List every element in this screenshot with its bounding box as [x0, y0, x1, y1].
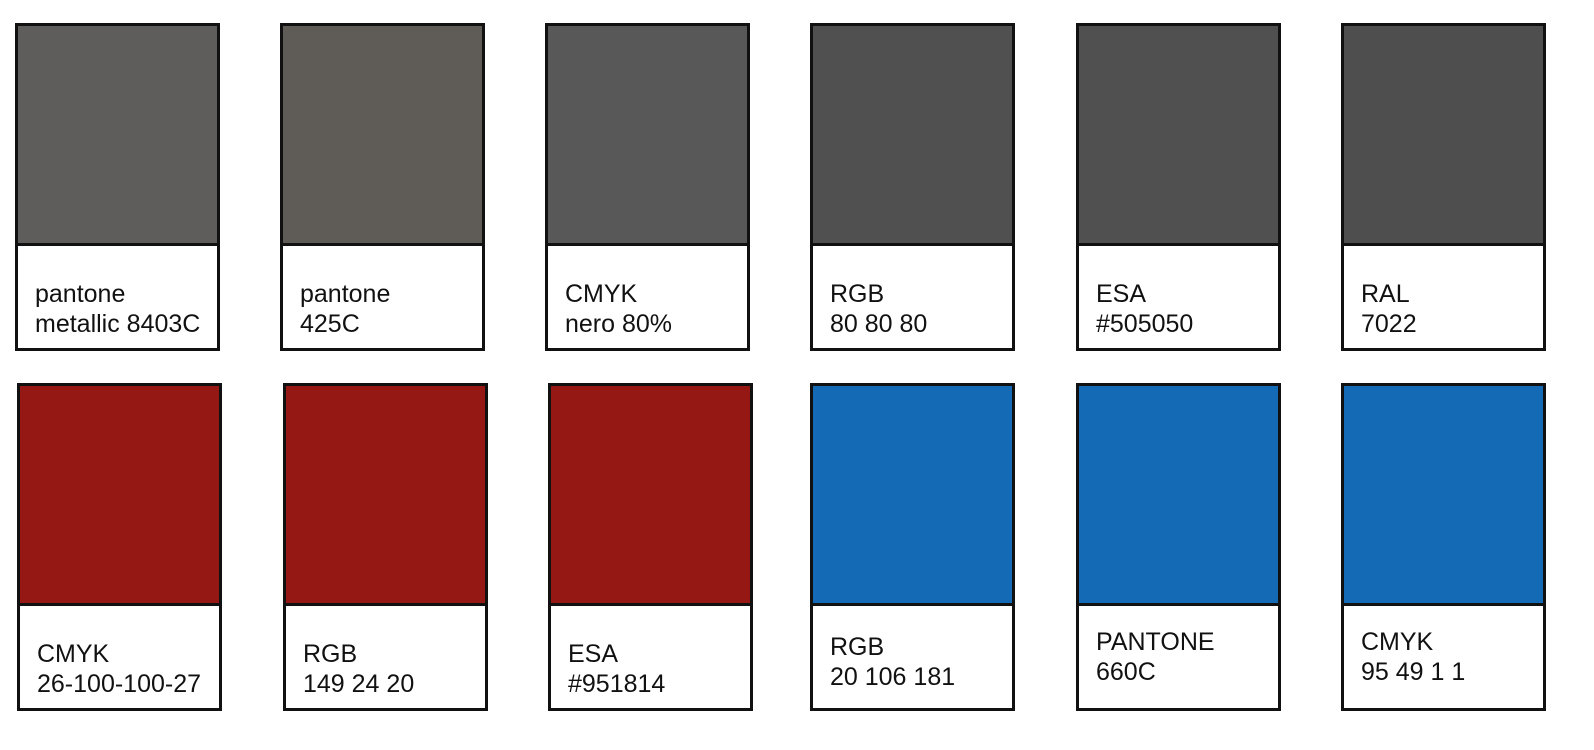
swatch-label-line1: pantone: [300, 280, 391, 308]
swatch-color: [1079, 26, 1278, 246]
swatch-color: [18, 26, 217, 246]
swatch-color: [1079, 386, 1278, 606]
swatch-label: RGB 149 24 20: [303, 639, 481, 699]
swatch-label-line2: 95 49 1 1: [1361, 658, 1466, 686]
swatch-esa-505050: ESA #505050: [1076, 23, 1281, 351]
swatch-label: PANTONE 660C: [1096, 627, 1274, 687]
swatch-label: ESA #505050: [1096, 279, 1274, 339]
swatch-color: [1344, 386, 1543, 606]
swatch-pantone-660c: PANTONE 660C: [1076, 383, 1281, 711]
swatch-color: [548, 26, 747, 246]
swatch-label-line1: PANTONE: [1096, 628, 1215, 656]
swatch-label-line2: 80 80 80: [830, 310, 928, 338]
swatch-pantone-metallic-8403c: pantone metallic 8403C: [15, 23, 220, 351]
swatch-color: [813, 386, 1012, 606]
swatch-label-line2: nero 80%: [565, 310, 673, 338]
swatch-color: [286, 386, 485, 606]
swatch-label: RGB 20 106 181: [830, 632, 1008, 692]
swatch-esa-951814: ESA #951814: [548, 383, 753, 711]
swatch-label-line2: #951814: [568, 670, 666, 698]
swatch-label: RAL 7022: [1361, 279, 1539, 339]
swatch-label-line1: RGB: [303, 640, 358, 668]
swatch-label-line1: CMYK: [565, 280, 638, 308]
swatch-label-line1: RGB: [830, 280, 885, 308]
swatch-label-line2: metallic 8403C: [35, 310, 201, 338]
swatch-cmyk-nero-80: CMYK nero 80%: [545, 23, 750, 351]
swatch-color: [283, 26, 482, 246]
swatch-label-line1: CMYK: [1361, 628, 1434, 656]
swatch-label-line2: 660C: [1096, 658, 1156, 686]
swatch-label: pantone 425C: [300, 279, 478, 339]
swatch-rgb-80-80-80: RGB 80 80 80: [810, 23, 1015, 351]
swatch-color: [813, 26, 1012, 246]
swatch-label-line2: 149 24 20: [303, 670, 415, 698]
swatch-color: [551, 386, 750, 606]
swatch-rgb-149-24-20: RGB 149 24 20: [283, 383, 488, 711]
swatch-label-line2: 26-100-100-27: [37, 670, 202, 698]
swatch-label: RGB 80 80 80: [830, 279, 1008, 339]
swatch-label-line1: ESA: [1096, 280, 1147, 308]
swatch-cmyk-95-49-1-1: CMYK 95 49 1 1: [1341, 383, 1546, 711]
swatch-pantone-425c: pantone 425C: [280, 23, 485, 351]
swatch-color: [20, 386, 219, 606]
swatch-label-line1: RAL: [1361, 280, 1410, 308]
swatch-label-line2: #505050: [1096, 310, 1194, 338]
swatch-label: CMYK nero 80%: [565, 279, 743, 339]
swatch-color: [1344, 26, 1543, 246]
swatch-label-line2: 425C: [300, 310, 360, 338]
swatch-label: CMYK 95 49 1 1: [1361, 627, 1539, 687]
swatch-label-line1: ESA: [568, 640, 619, 668]
swatch-label: ESA #951814: [568, 639, 746, 699]
swatch-label-line1: RGB: [830, 633, 885, 661]
swatch-label: CMYK 26-100-100-27: [37, 639, 215, 699]
swatch-label-line1: CMYK: [37, 640, 110, 668]
swatch-ral-7022: RAL 7022: [1341, 23, 1546, 351]
swatch-rgb-20-106-181: RGB 20 106 181: [810, 383, 1015, 711]
swatch-label: pantone metallic 8403C: [35, 279, 213, 339]
swatch-label-line2: 7022: [1361, 310, 1417, 338]
swatch-label-line1: pantone: [35, 280, 126, 308]
swatch-label-line2: 20 106 181: [830, 663, 956, 691]
swatch-cmyk-26-100-100-27: CMYK 26-100-100-27: [17, 383, 222, 711]
